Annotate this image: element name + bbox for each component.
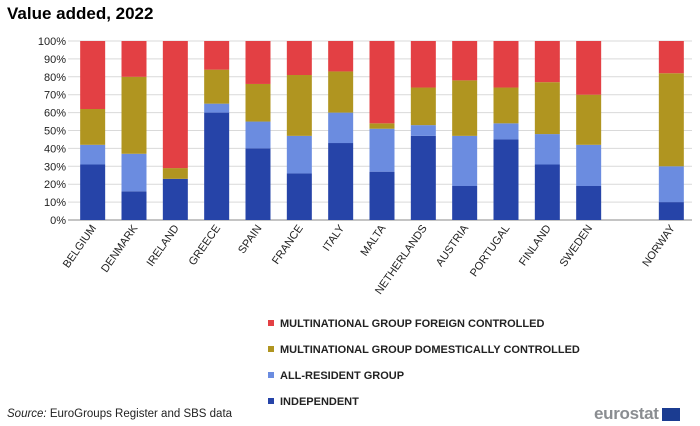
bar-segment: [576, 41, 602, 95]
eurostat-logo: eurostat: [594, 404, 680, 424]
bar-segment: [493, 87, 519, 124]
y-tick-label: 90%: [44, 54, 66, 66]
bar-segment: [162, 178, 188, 220]
bar-segment: [121, 191, 147, 220]
y-axis-ticks: 0% 10% 20% 30% 40% 50% 60% 70% 80% 90% 100%: [38, 36, 66, 227]
x-axis-labels: BELGIUM DENMARK IRELAND GREECE SPAIN FRANCE IT…: [61, 222, 678, 297]
bar-segment: [328, 71, 354, 113]
y-tick-label: 20%: [44, 179, 66, 191]
x-category-label: AUSTRIA: [434, 222, 472, 268]
bar-segment: [534, 41, 560, 83]
bar-segment: [658, 41, 684, 74]
y-tick-label: 70%: [44, 90, 66, 102]
bar-segment: [658, 73, 684, 167]
x-category-label: SWEDEN: [558, 223, 596, 269]
bar-segment: [204, 103, 230, 113]
bar-segment: [80, 41, 106, 110]
legend: MULTINATIONAL GROUP FOREIGN CONTROLLED MU…: [268, 318, 580, 408]
bar-segment: [369, 41, 395, 124]
bar-segment: [452, 80, 478, 136]
bar-segment: [534, 134, 560, 165]
bar-segment: [576, 144, 602, 186]
x-category-label: ITALY: [321, 222, 348, 253]
bar-segment: [245, 41, 271, 84]
bar-segment: [452, 41, 478, 81]
source-label: Source:: [7, 408, 47, 420]
bar-segment: [493, 41, 519, 88]
bar-segment: [328, 143, 354, 220]
bar-segment: [369, 123, 395, 129]
bar-segment: [493, 139, 519, 220]
y-tick-label: 80%: [44, 72, 66, 84]
y-tick-label: 40%: [44, 143, 66, 155]
bar-segment: [204, 69, 230, 104]
bars: [80, 41, 684, 220]
bar-segment: [245, 83, 271, 122]
x-category-label: MALTA: [359, 222, 389, 258]
legend-swatch: [268, 372, 274, 378]
logo-text: eurostat: [594, 404, 659, 423]
y-tick-label: 30%: [44, 161, 66, 173]
bar-segment: [245, 121, 271, 149]
bar-segment: [534, 164, 560, 220]
bar-segment: [286, 173, 312, 220]
legend-swatch: [268, 346, 274, 352]
bar-segment: [410, 135, 436, 220]
x-category-label: DENMARK: [99, 222, 141, 274]
x-category-label: FRANCE: [270, 223, 306, 267]
x-category-label: BELGIUM: [61, 223, 99, 270]
legend-label: INDEPENDENT: [280, 396, 359, 408]
bar-segment: [80, 144, 106, 165]
bar-segment: [204, 112, 230, 220]
x-category-label: IRELAND: [145, 223, 182, 269]
bar-segment: [369, 128, 395, 172]
bar-segment: [410, 41, 436, 88]
bar-segment: [204, 41, 230, 70]
y-tick-label: 60%: [44, 108, 66, 120]
x-category-label: SPAIN: [236, 223, 264, 256]
bar-segment: [121, 76, 147, 154]
bar-segment: [328, 41, 354, 72]
y-tick-label: 10%: [44, 197, 66, 209]
bar-segment: [245, 148, 271, 220]
bar-segment: [369, 171, 395, 220]
bar-segment: [328, 112, 354, 144]
bar-segment: [162, 41, 188, 169]
source-text: EuroGroups Register and SBS data: [49, 408, 233, 420]
bar-segment: [80, 109, 106, 145]
bar-segment: [576, 94, 602, 145]
bar-segment: [80, 164, 106, 220]
bar-segment: [493, 123, 519, 140]
chart-title: Value added, 2022: [7, 4, 154, 23]
bar-segment: [534, 82, 560, 135]
bar-segment: [410, 87, 436, 126]
bar-segment: [121, 41, 147, 77]
bar-segment: [410, 125, 436, 136]
x-category-label: GREECE: [187, 223, 223, 268]
x-category-label: NORWAY: [640, 222, 678, 269]
bar-segment: [286, 75, 312, 136]
legend-swatch: [268, 398, 274, 404]
bar-segment: [162, 168, 188, 179]
legend-label: ALL-RESIDENT GROUP: [280, 370, 404, 382]
bar-segment: [286, 135, 312, 174]
legend-swatch: [268, 320, 274, 326]
bar-segment: [658, 166, 684, 203]
y-tick-label: 0%: [50, 215, 66, 227]
x-category-label: PORTUGAL: [468, 223, 512, 279]
source-note: Source: EuroGroups Register and SBS data: [7, 408, 232, 420]
bar-segment: [121, 153, 147, 192]
bar-segment: [286, 41, 312, 76]
bar-segment: [658, 202, 684, 220]
eu-flag-icon: [661, 407, 680, 421]
bar-segment: [576, 185, 602, 220]
y-tick-label: 50%: [44, 126, 66, 138]
bar-segment: [452, 185, 478, 220]
x-category-label: FINLAND: [517, 223, 554, 268]
legend-label: MULTINATIONAL GROUP DOMESTICALLY CONTROL…: [280, 344, 580, 356]
bar-segment: [452, 135, 478, 186]
legend-label: MULTINATIONAL GROUP FOREIGN CONTROLLED: [280, 318, 544, 330]
y-tick-label: 100%: [38, 36, 66, 48]
